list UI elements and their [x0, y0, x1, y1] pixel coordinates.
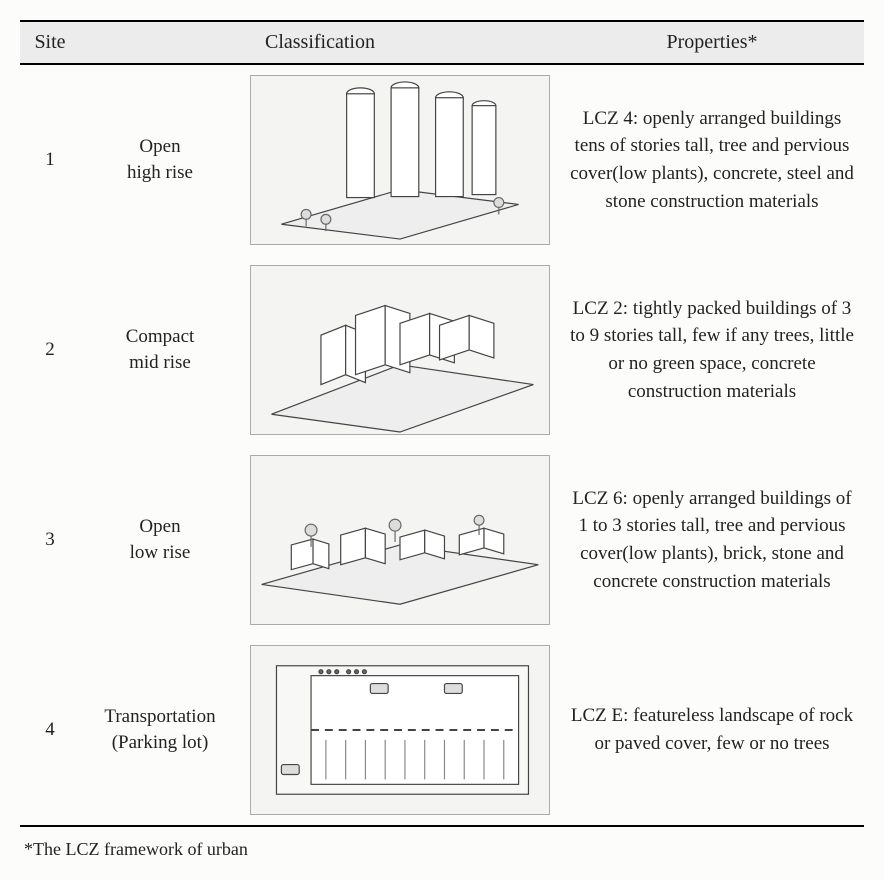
site-number: 2 [20, 255, 80, 445]
classification-label: Open high rise [80, 65, 240, 255]
lcz-table: Site Classification Properties* 1 Open h… [20, 20, 864, 829]
table-row: 1 Open high rise [20, 65, 864, 255]
illustration-cell [240, 445, 560, 635]
class-l2: (Parking lot) [112, 732, 209, 753]
site-number: 3 [20, 445, 80, 635]
table-row: 2 Compact mid rise [20, 255, 864, 445]
class-l1: Open [139, 516, 180, 537]
illustration-cell [240, 65, 560, 255]
header-classification: Classification [80, 21, 560, 64]
table-row: 3 Open low rise [20, 445, 864, 635]
classification-label: Transportation (Parking lot) [80, 635, 240, 826]
illustration-cell [240, 255, 560, 445]
properties-text: LCZ E: featureless landscape of rock or … [560, 635, 864, 826]
class-l1: Open [139, 136, 180, 157]
properties-text: LCZ 6: openly arranged buildings of 1 to… [560, 445, 864, 635]
header-site: Site [20, 21, 80, 64]
parking-lot-icon [250, 645, 550, 815]
header-row: Site Classification Properties* [20, 21, 864, 64]
footnote: *The LCZ framework of urban [20, 829, 864, 860]
properties-text: LCZ 4: openly arranged buildings tens of… [560, 65, 864, 255]
site-number: 1 [20, 65, 80, 255]
class-l2: high rise [127, 162, 193, 183]
table-row: 4 Transportation (Parking lot) [20, 635, 864, 826]
classification-label: Open low rise [80, 445, 240, 635]
open-low-rise-icon [250, 455, 550, 625]
header-properties: Properties* [560, 21, 864, 64]
illustration-cell [240, 635, 560, 826]
open-high-rise-icon [250, 75, 550, 245]
compact-mid-rise-icon [250, 265, 550, 435]
site-number: 4 [20, 635, 80, 826]
class-l2: low rise [130, 542, 191, 563]
class-l2: mid rise [129, 352, 191, 373]
properties-text: LCZ 2: tightly packed buildings of 3 to … [560, 255, 864, 445]
class-l1: Compact [126, 326, 195, 347]
class-l1: Transportation [104, 706, 215, 727]
classification-label: Compact mid rise [80, 255, 240, 445]
